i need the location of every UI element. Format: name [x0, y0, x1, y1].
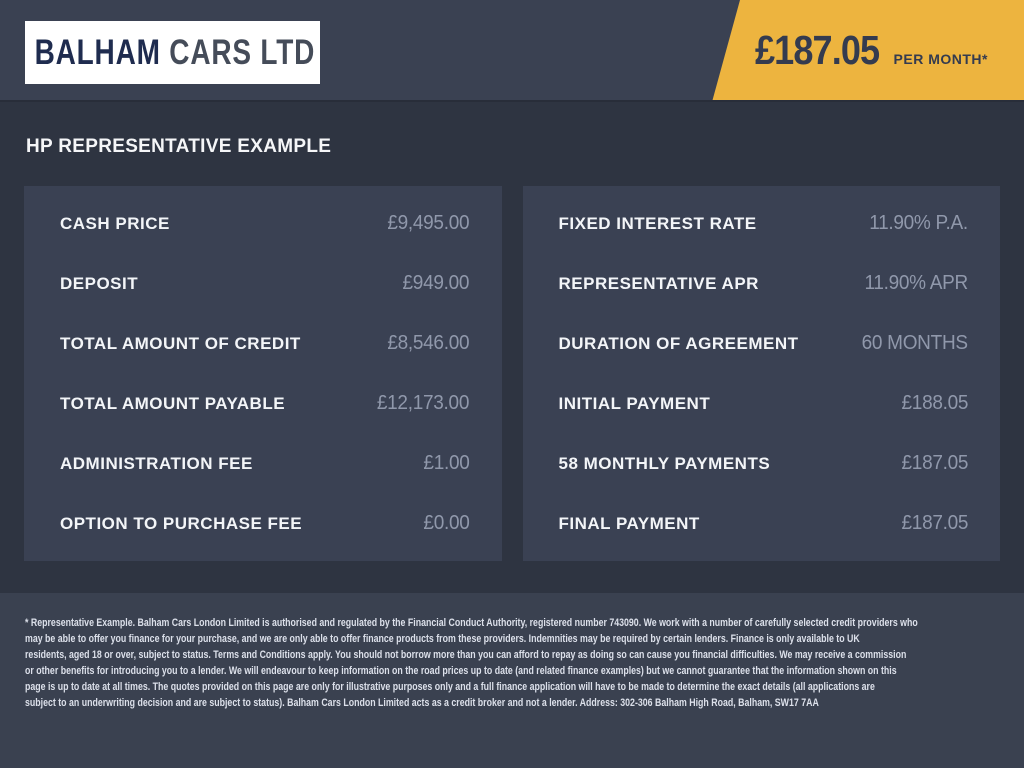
dealer-logo-secondary: CARS LTD — [169, 32, 316, 72]
legal-footer: * Representative Example. Balham Cars Lo… — [0, 593, 1024, 768]
row-label: CASH PRICE — [60, 213, 170, 233]
table-row: FIXED INTEREST RATE 11.90% P.A. — [559, 212, 969, 235]
row-value: £0.00 — [423, 512, 470, 534]
table-row: TOTAL AMOUNT PAYABLE £12,173.00 — [60, 392, 470, 415]
finance-panel-left: CASH PRICE £9,495.00 DEPOSIT £949.00 TOT… — [24, 186, 502, 561]
row-value: £1.00 — [423, 452, 470, 474]
row-label: 58 MONTHLY PAYMENTS — [558, 453, 771, 473]
row-label: TOTAL AMOUNT OF CREDIT — [60, 333, 301, 353]
row-value: 11.90% P.A. — [869, 212, 968, 234]
table-row: INITIAL PAYMENT £188.05 — [559, 392, 969, 415]
row-label: ADMINISTRATION FEE — [60, 453, 253, 473]
table-row: CASH PRICE £9,495.00 — [60, 212, 470, 235]
table-row: FINAL PAYMENT £187.05 — [559, 512, 969, 535]
finance-panels: CASH PRICE £9,495.00 DEPOSIT £949.00 TOT… — [24, 186, 1000, 561]
row-value: 11.90% APR — [864, 272, 969, 294]
price-ribbon — [712, 0, 1024, 100]
main-content: HP REPRESENTATIVE EXAMPLE CASH PRICE £9,… — [0, 102, 1024, 593]
monthly-price: £187.05 — [755, 26, 880, 73]
row-value: 60 MONTHS — [861, 332, 968, 354]
row-value: £949.00 — [402, 272, 470, 294]
dealer-logo-primary: BALHAM — [34, 32, 161, 72]
row-value: £187.05 — [901, 512, 968, 534]
dealer-logo: BALHAM CARS LTD — [25, 21, 320, 84]
legal-text-line: residents, aged 18 or over, subject to s… — [25, 649, 907, 661]
row-value: £188.05 — [901, 392, 968, 414]
row-label: REPRESENTATIVE APR — [558, 273, 759, 293]
row-value: £9,495.00 — [387, 212, 470, 234]
table-row: OPTION TO PURCHASE FEE £0.00 — [60, 512, 470, 535]
table-row: DURATION OF AGREEMENT 60 MONTHS — [559, 332, 969, 355]
row-value: £187.05 — [901, 452, 968, 474]
table-row: 58 MONTHLY PAYMENTS £187.05 — [559, 452, 969, 475]
page-title: HP REPRESENTATIVE EXAMPLE — [26, 136, 332, 157]
header-bar: BALHAM CARS LTD £187.05 PER MONTH* — [0, 0, 1024, 102]
legal-text-line: may be able to offer you finance for you… — [25, 633, 860, 645]
row-label: FINAL PAYMENT — [558, 513, 700, 533]
table-row: REPRESENTATIVE APR 11.90% APR — [559, 272, 969, 295]
table-row: TOTAL AMOUNT OF CREDIT £8,546.00 — [60, 332, 470, 355]
monthly-price-suffix: PER MONTH* — [893, 51, 988, 67]
legal-text-line: subject to an underwriting decision and … — [25, 697, 819, 709]
legal-text-line: page is up to date at all times. The quo… — [25, 681, 875, 693]
legal-text-line: * Representative Example. Balham Cars Lo… — [25, 617, 918, 629]
row-label: DURATION OF AGREEMENT — [558, 333, 799, 353]
monthly-price-group: £187.05 PER MONTH* — [738, 0, 988, 100]
legal-text-line: or other benefits for introducing you to… — [25, 665, 897, 677]
table-row: DEPOSIT £949.00 — [60, 272, 470, 295]
row-label: OPTION TO PURCHASE FEE — [60, 513, 303, 533]
row-value: £12,173.00 — [377, 392, 470, 414]
dealer-logo-text: BALHAM CARS LTD — [25, 33, 315, 73]
table-row: ADMINISTRATION FEE £1.00 — [60, 452, 470, 475]
row-label: DEPOSIT — [60, 273, 139, 293]
finance-panel-right: FIXED INTEREST RATE 11.90% P.A. REPRESEN… — [522, 186, 1000, 561]
row-label: FIXED INTEREST RATE — [558, 213, 757, 233]
row-label: INITIAL PAYMENT — [558, 393, 711, 413]
row-value: £8,546.00 — [387, 332, 470, 354]
row-label: TOTAL AMOUNT PAYABLE — [60, 393, 286, 413]
